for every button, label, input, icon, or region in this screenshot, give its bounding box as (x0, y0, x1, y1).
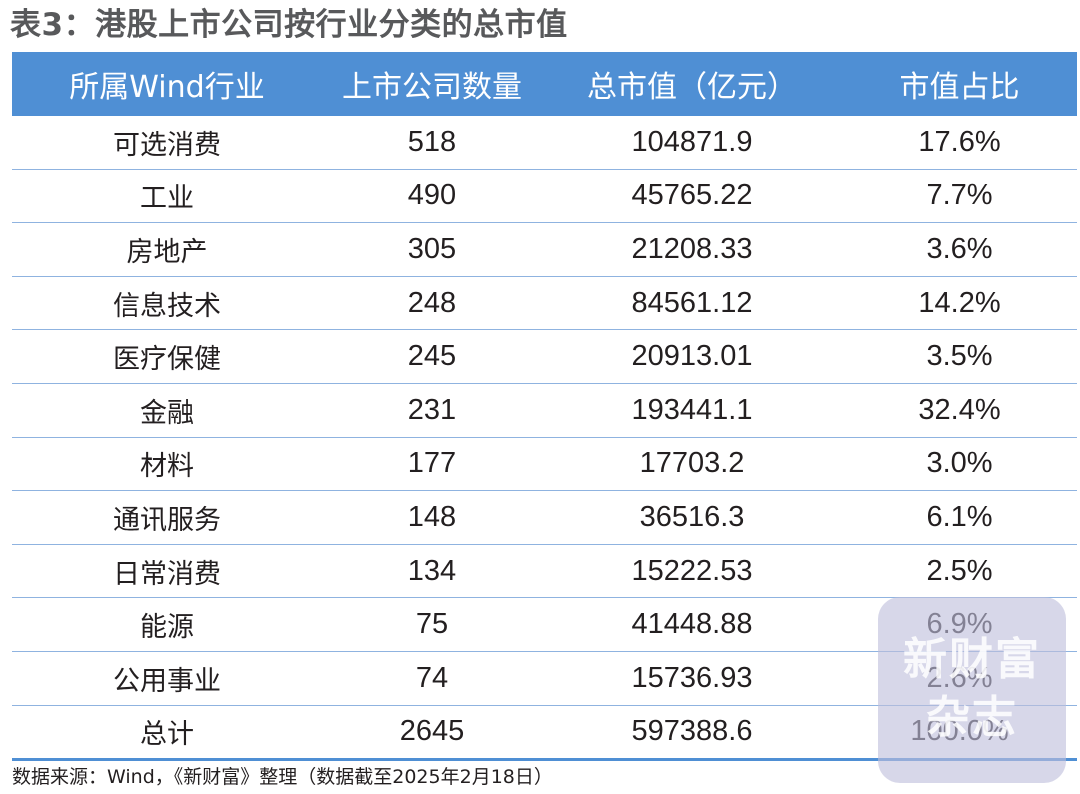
cell-count: 490 (407, 179, 457, 212)
table-row: 信息技术 248 84561.12 14.2% (12, 275, 1077, 330)
cell-share: 3.5% (926, 340, 993, 373)
cell-industry: 工业 (140, 183, 194, 215)
cell-share: 3.6% (926, 232, 993, 265)
column-header-market-cap: 总市值（亿元） (587, 70, 797, 105)
cell-share: 3.0% (926, 447, 993, 480)
table-row: 通讯服务 148 36516.3 6.1% (12, 490, 1077, 544)
cell-market-cap: 21208.33 (631, 232, 753, 265)
table-header-row: 所属Wind行业 上市公司数量 总市值（亿元） 市值占比 (12, 52, 1077, 116)
cell-industry: 材料 (140, 451, 194, 483)
source-note: 数据来源：Wind，《新财富》整理（数据截至2025年2月18日） (12, 766, 553, 788)
table-row: 可选消费 518 104871.9 17.6% (12, 116, 1077, 169)
cell-market-cap: 20913.01 (631, 340, 753, 373)
cell-industry: 日常消费 (113, 558, 221, 590)
cell-industry: 金融 (140, 397, 194, 429)
watermark-line-1: 新财富 (903, 634, 1041, 685)
cell-market-cap: 193441.1 (631, 393, 753, 426)
cell-share: 14.2% (918, 286, 1001, 319)
cell-count: 177 (407, 447, 457, 480)
cell-market-cap: 45765.22 (631, 179, 753, 212)
cell-count: 248 (407, 286, 457, 319)
cell-share: 6.1% (926, 500, 993, 533)
cell-share: 17.6% (918, 125, 1001, 158)
cell-industry: 总计 (140, 719, 194, 751)
column-header-count: 上市公司数量 (342, 70, 522, 105)
cell-count: 134 (407, 554, 457, 587)
column-header-share: 市值占比 (899, 70, 1020, 105)
column-header-industry: 所属Wind行业 (69, 70, 265, 105)
cell-count: 2645 (399, 715, 465, 748)
table-row: 房地产 305 21208.33 3.6% (12, 222, 1077, 276)
table-row: 材料 177 17703.2 3.0% (12, 436, 1077, 491)
cell-count: 245 (407, 340, 457, 373)
cell-count: 75 (415, 608, 449, 641)
table-row: 医疗保健 245 20913.01 3.5% (12, 329, 1077, 383)
cell-market-cap: 15222.53 (631, 554, 753, 587)
table-title: 表3：港股上市公司按行业分类的总市值 (10, 7, 568, 43)
cell-market-cap: 41448.88 (631, 608, 753, 641)
cell-share: 32.4% (918, 393, 1001, 426)
cell-industry: 信息技术 (113, 290, 221, 322)
cell-market-cap: 17703.2 (639, 447, 745, 480)
cell-industry: 能源 (140, 612, 194, 644)
watermark-line-2: 杂志 (926, 692, 1018, 743)
cell-count: 148 (407, 500, 457, 533)
cell-share: 7.7% (926, 179, 993, 212)
cell-industry: 公用事业 (113, 665, 221, 697)
cell-count: 74 (415, 661, 449, 694)
cell-industry: 可选消费 (113, 129, 221, 161)
cell-share: 2.5% (926, 554, 993, 587)
table-row: 金融 231 193441.1 32.4% (12, 382, 1077, 437)
cell-market-cap: 84561.12 (631, 286, 753, 319)
watermark-logo: 新财富 杂志 (878, 597, 1066, 783)
cell-industry: 医疗保健 (113, 344, 221, 376)
cell-count: 231 (407, 393, 457, 426)
cell-market-cap: 36516.3 (639, 500, 745, 533)
table-row: 工业 490 45765.22 7.7% (12, 168, 1077, 223)
cell-market-cap: 15736.93 (631, 661, 753, 694)
cell-count: 518 (407, 125, 457, 158)
cell-market-cap: 104871.9 (631, 125, 753, 158)
cell-market-cap: 597388.6 (631, 715, 753, 748)
table-row: 日常消费 134 15222.53 2.5% (12, 543, 1077, 598)
cell-count: 305 (407, 232, 457, 265)
cell-industry: 通讯服务 (113, 504, 221, 536)
cell-industry: 房地产 (126, 236, 208, 268)
